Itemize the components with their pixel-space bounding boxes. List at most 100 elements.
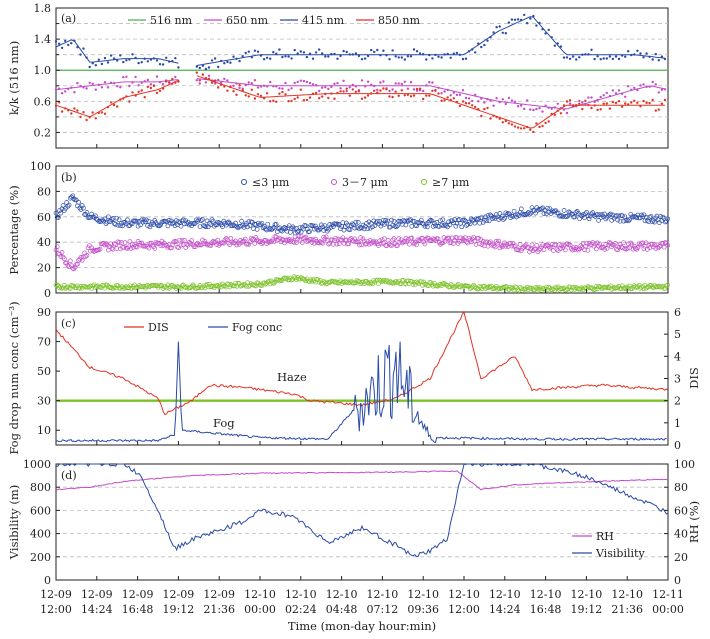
series-b0-point [133, 218, 139, 224]
series-b2-point [593, 284, 599, 289]
legend-small-label: ≤3 μm [252, 176, 290, 189]
legend-mid-label: 3－7 μm [342, 176, 389, 189]
series-b1-point [308, 236, 314, 242]
series-1-point [174, 75, 177, 79]
series-3-point [177, 80, 180, 83]
series-3-point [376, 91, 379, 94]
series-1-point [624, 95, 627, 99]
series-b1-point [651, 244, 656, 250]
series-3-point [201, 73, 205, 76]
series-3-point [293, 97, 296, 101]
series-b0-point [144, 217, 149, 223]
series-b0-point [395, 223, 400, 229]
series-b1-point [170, 242, 175, 248]
series-1-point [440, 92, 443, 95]
series-1-point [238, 86, 241, 90]
series-2-point [226, 60, 229, 64]
series-3-point [464, 102, 468, 105]
series-b2-point [94, 284, 99, 289]
series-b2-point [656, 283, 662, 289]
series-3-point [587, 103, 590, 107]
series-1-point [339, 87, 342, 90]
series-b0-point [468, 216, 474, 222]
series-b0-point [496, 217, 502, 222]
series-2-point [452, 52, 455, 55]
series-b0-point [510, 214, 516, 219]
ytick-label: 400 [30, 528, 51, 541]
series-b2-point [643, 285, 649, 291]
ytick-label: 60 [674, 504, 688, 517]
series-b0-point [65, 203, 71, 209]
series-1-point [348, 86, 351, 89]
series-1-point [394, 82, 397, 85]
series-b1-point [183, 245, 189, 250]
series-3-point [663, 98, 667, 102]
series-2-point [247, 50, 250, 53]
series-3-point [103, 112, 107, 116]
series-b2-point [170, 283, 175, 289]
series-2-point [161, 63, 165, 66]
ytick-label: 1.4 [34, 33, 52, 46]
series-b0-point [490, 216, 496, 221]
series-3-point [321, 95, 324, 98]
series-2-point [498, 25, 501, 28]
series-2-point [437, 55, 440, 58]
series-1-point [425, 84, 428, 87]
series-b2-point [665, 282, 671, 288]
series-b2-point [205, 284, 211, 290]
series-2-point [455, 51, 459, 55]
series-b0-point [60, 203, 66, 208]
series-2-point [348, 53, 351, 56]
series-3-point [422, 97, 425, 101]
series-b1-point [61, 256, 67, 262]
series-b1-point [458, 235, 463, 241]
series-b0-point [345, 222, 350, 228]
legend-vis-label: Visibility [595, 547, 645, 560]
series-b0-point [229, 223, 235, 229]
series-b0-point [140, 219, 146, 225]
panel-d-grid [56, 486, 668, 558]
series-3-point [492, 114, 495, 117]
series-2-point [324, 55, 327, 58]
series-3-point [571, 105, 575, 108]
series-b1-point [558, 246, 563, 251]
series-b1-point [316, 240, 322, 246]
series-b0-point [125, 217, 130, 223]
series-3-point [483, 107, 486, 111]
panel-a-frame [55, 7, 669, 149]
series-b1-point [158, 243, 164, 249]
series-b2-point [442, 281, 448, 287]
series-b1-point [404, 239, 410, 245]
series-b1-point [548, 244, 554, 250]
series-b1-point [592, 241, 598, 247]
series-1-point [461, 89, 465, 92]
series-2-point [336, 57, 339, 60]
series-b2-point [290, 276, 296, 282]
ytick-label: 6 [674, 306, 681, 319]
series-1-point [397, 82, 400, 85]
series-1-point [648, 85, 651, 88]
series-3-point [624, 102, 627, 105]
series-2-point [467, 50, 471, 53]
series-b0-point [579, 213, 585, 219]
series-b0-point [427, 218, 433, 224]
series-2-point [143, 57, 146, 60]
series-b1-point [139, 240, 145, 246]
series-b1-point [641, 246, 647, 252]
series-1-point [507, 96, 511, 100]
series-b0-point [578, 212, 584, 218]
series-3-point [538, 125, 541, 129]
series-b1-point [182, 238, 187, 243]
series-3-point [562, 104, 566, 107]
series-b1-point [252, 241, 258, 246]
panel-b-frame [55, 165, 669, 294]
ytick-label: 0 [674, 574, 681, 587]
series-b0-point [628, 211, 634, 217]
series-3-point [198, 79, 201, 82]
series-3-point [599, 108, 602, 111]
series-3-point [70, 112, 73, 115]
series-1-point [526, 99, 529, 102]
series-1-point [134, 75, 137, 79]
series-1-point [373, 84, 376, 88]
series-b2-point [167, 284, 173, 290]
